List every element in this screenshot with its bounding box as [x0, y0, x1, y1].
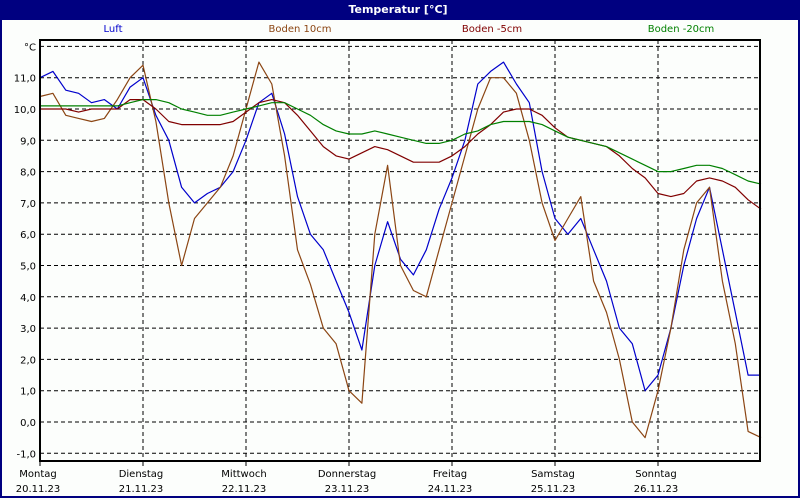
legend-item-luft: Luft — [103, 24, 123, 35]
y-tick-label: 10,0 — [14, 105, 36, 116]
y-tick-label: 7,0 — [20, 199, 36, 210]
y-tick-label: 5,0 — [20, 262, 36, 273]
legend-item-boden-10cm: Boden 10cm — [268, 24, 332, 35]
y-tick-label: 6,0 — [20, 230, 36, 241]
series-line-luft — [39, 61, 761, 392]
x-day-label: Mittwoch — [221, 469, 266, 480]
legend-item-boden-5cm: Boden -5cm — [461, 24, 523, 35]
grid-lines — [39, 40, 760, 466]
x-day-label: Donnerstag — [318, 469, 376, 480]
x-day-label: Samstag — [531, 469, 575, 480]
y-tick-label: 11,0 — [14, 74, 36, 85]
y-tick-label: 9,0 — [20, 136, 36, 147]
legend-item-boden-20cm: Boden -20cm — [647, 24, 715, 35]
y-unit-label: °C — [24, 42, 36, 53]
x-date-label: 21.11.23 — [119, 484, 164, 495]
y-axis-labels: -1,0 0,0 1,0 2,0 3,0 4,0 5,0 6,0 7,0 8,0 9,0 10,0 11… — [14, 42, 36, 460]
x-axis-labels: Montag 20.11.23 Dienstag 21.11.23 Mittwoch 22… — [16, 469, 679, 495]
x-day-label: Dienstag — [119, 469, 164, 480]
x-date-label: 23.11.23 — [325, 484, 370, 495]
series-line-boden-20cm — [40, 98, 762, 185]
window-title: Temperatur [°C] — [0, 0, 798, 20]
x-day-label: Montag — [19, 469, 56, 480]
series-line-boden-10cm — [39, 61, 762, 439]
y-tick-label: 3,0 — [20, 324, 36, 335]
y-tick-label: 0,0 — [20, 418, 36, 429]
y-tick-label: 4,0 — [20, 293, 36, 304]
x-date-label: 25.11.23 — [531, 484, 576, 495]
x-date-label: 26.11.23 — [634, 484, 679, 495]
x-date-label: 24.11.23 — [428, 484, 473, 495]
x-date-label: 22.11.23 — [222, 484, 267, 495]
x-date-label: 20.11.23 — [16, 484, 61, 495]
y-tick-label: 1,0 — [20, 387, 36, 398]
data-series — [39, 61, 762, 439]
series-line-boden-5cm — [40, 98, 762, 210]
y-tick-label: -1,0 — [16, 449, 36, 460]
plot-area-border — [39, 39, 761, 462]
x-day-label: Sonntag — [635, 469, 677, 480]
x-day-label: Freitag — [433, 469, 467, 480]
y-tick-label: 2,0 — [20, 355, 36, 366]
y-tick-label: 8,0 — [20, 168, 36, 179]
